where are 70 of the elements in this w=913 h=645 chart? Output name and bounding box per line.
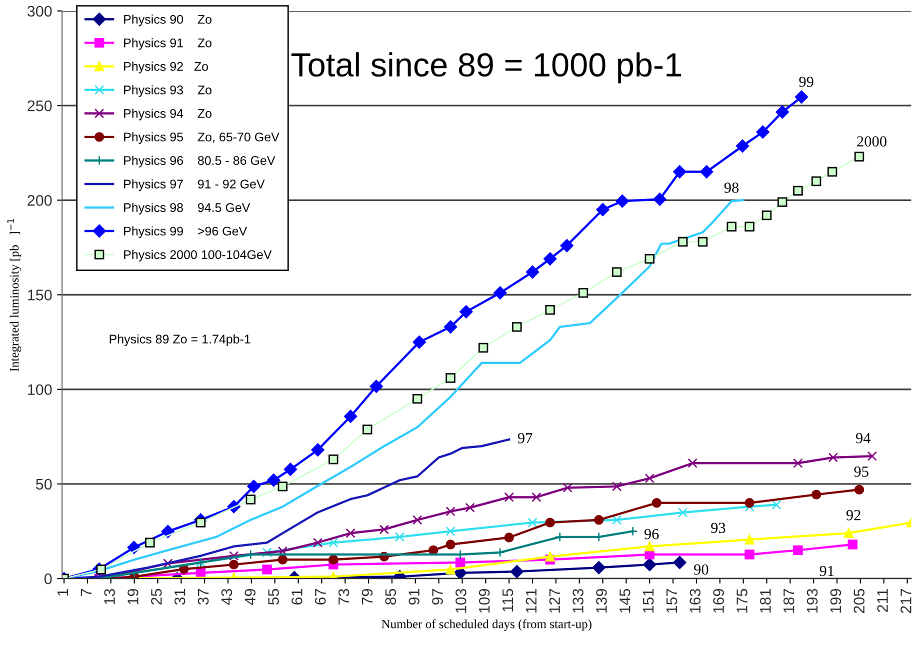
x-tick-label: 163	[690, 588, 701, 613]
x-tick-label: 127	[549, 589, 560, 613]
x-tick-label: 73	[338, 588, 350, 604]
text: Total since 89 = 1000 pb-1	[291, 52, 681, 84]
legend-label: Physics 90 Zo	[124, 14, 212, 26]
x-tick-label: 109	[478, 589, 490, 613]
x-tick-label: 145	[620, 588, 630, 613]
x-tick-label: 193	[806, 588, 818, 613]
x-tick-label: 79	[362, 589, 373, 604]
y-tick-label: 50	[36, 478, 52, 490]
annotation: 96	[644, 528, 659, 540]
x-tick-label: 169	[713, 589, 724, 613]
x-tick-label: 199	[830, 589, 842, 613]
y-tick-label: 250	[28, 100, 52, 112]
legend-label: Physics 95 Zo, 65-70 GeV	[124, 132, 280, 144]
annotation: 94	[856, 433, 871, 444]
y-tick-label: 150	[28, 290, 52, 300]
x-tick-label: 205	[854, 588, 865, 614]
x-tick-label: 85	[385, 588, 396, 605]
y-tick-label: 200	[28, 195, 52, 206]
legend-label: Physics 91 Zo	[124, 38, 212, 50]
legend-label: Physics 96 80.5 - 86 GeV	[124, 156, 276, 168]
x-tick-label: 139	[596, 589, 607, 613]
annotation: 99	[799, 76, 814, 87]
annotation: 90	[694, 564, 708, 575]
legend-label: Physics 2000 100-104GeV	[124, 250, 272, 262]
y-tick-label: 0	[44, 573, 52, 584]
legend-label: Physics 99 >96 GeV	[124, 226, 248, 238]
annotation: 2000	[857, 136, 886, 147]
x-tick-label: 49	[244, 589, 256, 605]
x-tick-label: 7	[80, 589, 92, 596]
annotation: 95	[854, 466, 868, 477]
x-tick-label: 115	[502, 588, 514, 612]
x-tick-label: 67	[314, 589, 326, 605]
x-tick-label: 43	[221, 588, 232, 605]
x-tick-label: 31	[174, 589, 186, 605]
x-tick-label: 1	[57, 589, 68, 596]
annotation: 97	[518, 433, 532, 444]
x-tick-label: 91	[408, 589, 420, 605]
x-tick-label: 55	[268, 588, 279, 605]
y-tick-label: 300	[27, 6, 52, 17]
legend-label: Physics 97 91 - 92 GeV	[124, 179, 265, 191]
x-tick-label: 211	[877, 589, 888, 612]
x-tick-label: 19	[128, 589, 138, 604]
x-tick-label: 133	[572, 588, 584, 613]
x-tick-label: 151	[643, 589, 654, 613]
x-tick-label: 121	[526, 589, 536, 613]
annotation: 91	[820, 566, 834, 576]
annotation: 98	[724, 182, 739, 193]
x-tick-label: 37	[198, 589, 209, 605]
x-tick-label: 187	[783, 589, 794, 613]
x-tick-label: 25	[151, 588, 162, 605]
x-tick-label: 181	[760, 589, 771, 613]
legend-label: Physics 98 94.5 GeV	[124, 202, 250, 214]
annotation: 92	[846, 510, 860, 520]
x-tick-label: 217	[900, 589, 912, 614]
x-tick-label: 175	[736, 588, 748, 613]
legend-label: Physics 94 Zo	[124, 108, 212, 120]
x-tick-label: 13	[104, 588, 115, 604]
x-tick-label: 97	[432, 589, 443, 605]
annotation: Physics 89 Zo = 1.74pb-1	[110, 334, 250, 346]
legend-label: Physics 92 Zo	[124, 62, 208, 74]
y-tick-label: 100	[28, 384, 52, 396]
annotation: 93	[711, 522, 726, 534]
x-tick-label: 103	[456, 588, 466, 613]
x-tick-label: 157	[666, 589, 678, 613]
x-axis-title: Number of scheduled days (from start-up)	[382, 619, 592, 631]
x-tick-label: 61	[292, 589, 302, 605]
y-axis-title: Integrated luminosity [pb ]$^{−1}$	[7, 218, 22, 372]
legend-label: Physics 93 Zo	[124, 85, 212, 97]
